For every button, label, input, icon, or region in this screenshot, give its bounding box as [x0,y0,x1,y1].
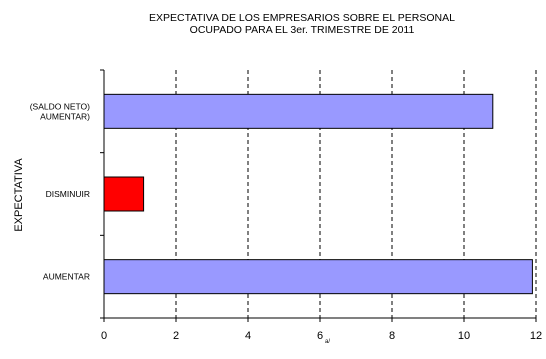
x-tick-labels: 0 2 4 6 a/8 10 12 [101,330,542,345]
x-tick-label: 6 [317,330,323,342]
category-labels: (SALDO NETO)AUMENTAR) DISMINUIR AUMENTAR [30,101,90,281]
x-tick-label: 0 [101,330,107,342]
category-label: DISMINUIR [46,189,90,199]
bars [103,93,533,295]
category-label: (SALDO NETO) [30,101,90,111]
x-tick-label: 8 [389,330,395,342]
bar [103,259,533,295]
chart-title-line: EXPECTATIVA DE LOS EMPRESARIOS SOBRE EL … [149,12,455,24]
x-tick-label: 2 [173,330,179,342]
bar [103,93,494,129]
category-label: AUMENTAR [43,272,90,282]
chart-title-line: OCUPADO PARA EL 3er. TRIMESTRE DE 2011 [190,24,415,36]
y-axis-title: EXPECTATIVA [13,158,25,232]
x-tick-label: 4 [245,330,251,342]
category-label: AUMENTAR) [40,111,90,121]
x-tick-label: 12 [530,330,542,342]
y-axis-title-group: EXPECTATIVA [13,158,25,232]
x-tick-footnote: a/ [325,339,330,345]
chart-title: EXPECTATIVA DE LOS EMPRESARIOS SOBRE EL … [149,12,455,36]
bar [103,176,145,212]
x-tick-label: 10 [458,330,470,342]
